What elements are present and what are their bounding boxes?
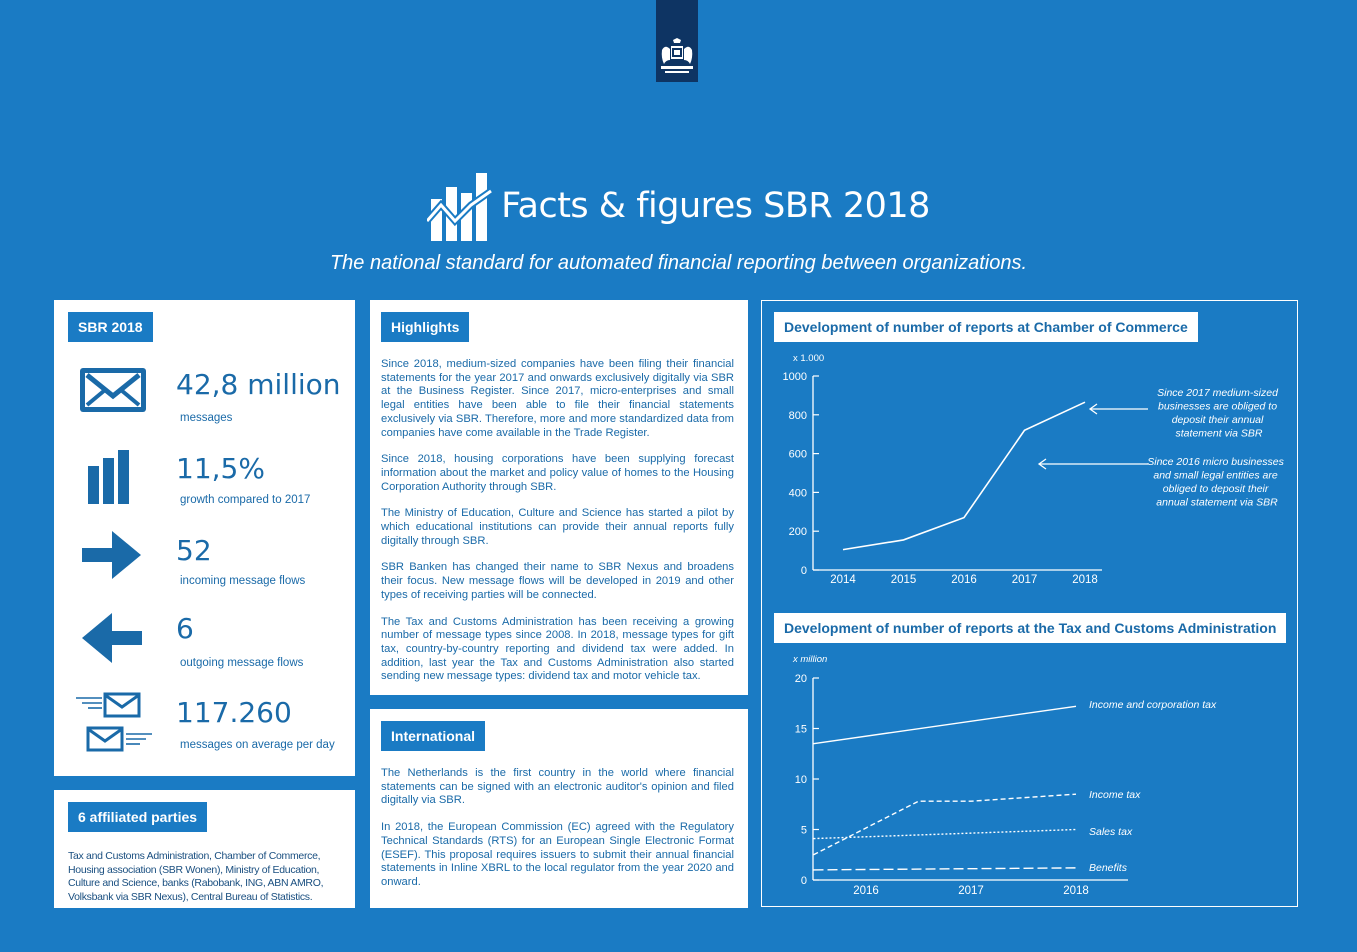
international-paragraph: In 2018, the European Commission (EC) ag… [381,821,734,888]
affiliated-tag: 6 affiliated parties [68,802,208,832]
stat-daily-label: messages on average per day [180,739,335,751]
affiliated-text: Tax and Customs Administration, Chamber … [68,850,324,903]
crest-icon [661,38,693,73]
highlight-paragraph: The Tax and Customs Administration has b… [381,615,734,683]
stat-daily-value: 117.260 [176,696,292,729]
chart2-title: Development of number of reports at the … [774,613,1287,643]
stat-growth-value: 11,5% [176,452,265,485]
highlights-panel: Highlights Since 2018, medium-sized comp… [370,300,748,695]
page-subtitle: The national standard for automated fina… [329,252,1028,274]
stat-outgoing-value: 6 [176,612,194,645]
highlight-paragraph: SBR Banken has changed their name to SBR… [381,561,734,601]
highlights-tag: Highlights [381,312,470,342]
highlight-paragraph: Since 2018, housing corporations have be… [381,453,734,493]
page-title: Facts & figures SBR 2018 [501,186,930,226]
international-text: The Netherlands is the first country in … [381,767,734,903]
charts-frame [761,300,1298,907]
international-paragraph: The Netherlands is the first country in … [381,767,734,807]
coat-of-arms-logo [656,0,698,82]
affiliated-panel: 6 affiliated parties [54,790,355,908]
title-row: Facts & figures SBR 2018 [0,166,1357,246]
highlight-paragraph: The Ministry of Education, Culture and S… [381,507,734,547]
sbr-2018-tag: SBR 2018 [68,312,153,342]
arrow-right-icon [82,531,141,579]
highlights-text: Since 2018, medium-sized companies have … [381,358,734,697]
stat-messages-value: 42,8 million [176,368,341,401]
stat-incoming-label: incoming message flows [180,575,306,587]
international-panel: International The Netherlands is the fir… [370,709,748,908]
highlight-paragraph: Since 2018, medium-sized companies have … [381,358,734,439]
arrow-left-icon [82,613,142,663]
envelope-icon [80,368,146,412]
stat-incoming-value: 52 [176,534,212,567]
international-tag: International [381,721,486,751]
envelopes-icon [76,692,152,752]
sbr-2018-panel: SBR 2018 42,8 million messages 11,5% gro… [54,300,355,776]
chart1-title: Development of number of reports at Cham… [774,312,1198,342]
stat-growth-label: growth compared to 2017 [180,494,311,506]
stat-outgoing-label: outgoing message flows [180,657,304,669]
rising-chart-icon [427,173,494,241]
stat-messages-label: messages [180,412,233,424]
bar-chart-icon [88,450,129,504]
